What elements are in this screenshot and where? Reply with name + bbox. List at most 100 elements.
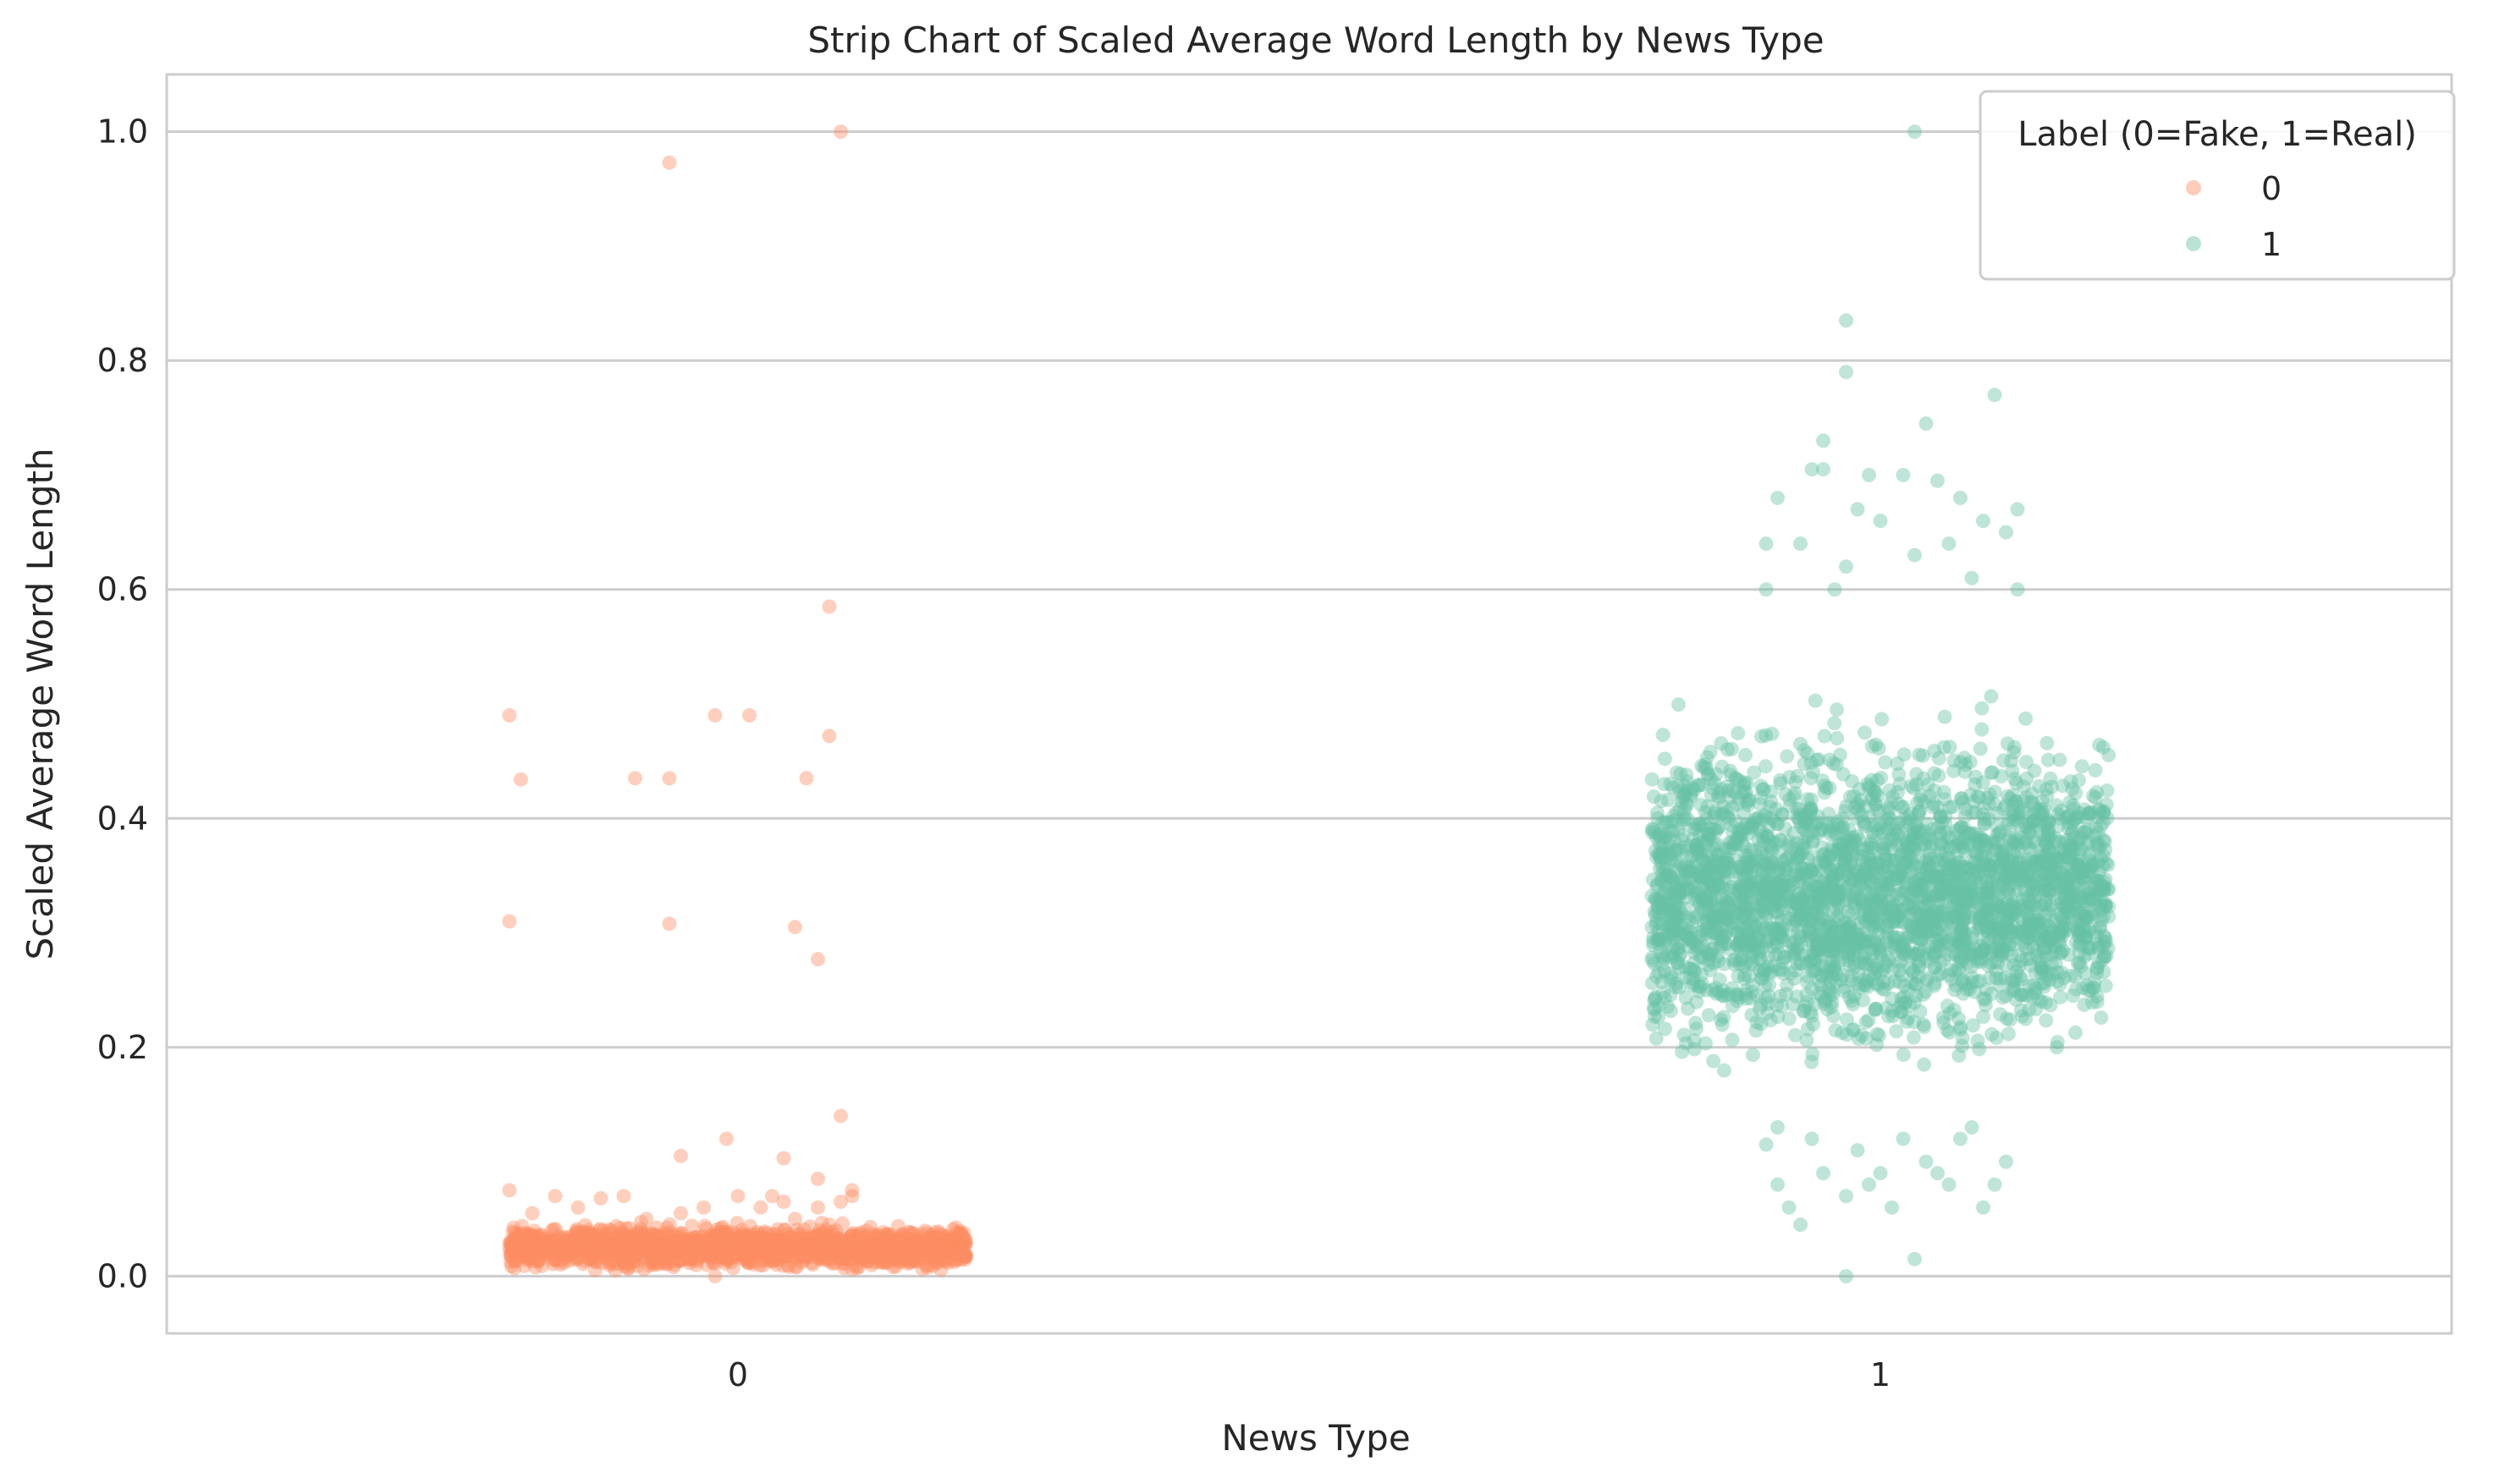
- data-point: [931, 1234, 946, 1249]
- data-point: [909, 1252, 923, 1267]
- data-point: [869, 1237, 884, 1252]
- data-point: [1652, 827, 1667, 843]
- data-point: [1974, 722, 1990, 737]
- data-point: [504, 1255, 519, 1269]
- data-point: [600, 1231, 615, 1246]
- data-point: [924, 1250, 939, 1265]
- data-point: [942, 1233, 957, 1247]
- data-point: [726, 1249, 741, 1264]
- data-point: [727, 1245, 742, 1260]
- data-point: [725, 1239, 740, 1254]
- data-point: [535, 1242, 550, 1257]
- data-point: [578, 1241, 593, 1256]
- data-point: [793, 1245, 808, 1261]
- data-point: [823, 1254, 838, 1269]
- data-point: [702, 1245, 717, 1261]
- data-point: [634, 1224, 649, 1239]
- data-point: [812, 1242, 828, 1257]
- data-point: [837, 1244, 852, 1259]
- data-point: [914, 1234, 929, 1250]
- data-point: [944, 1233, 960, 1248]
- data-point: [937, 1228, 952, 1243]
- data-point: [1973, 910, 1988, 925]
- data-point: [542, 1234, 558, 1249]
- data-point: [1867, 828, 1882, 844]
- data-point: [1681, 860, 1696, 876]
- data-point: [822, 1234, 837, 1249]
- data-point: [950, 1244, 966, 1259]
- data-point: [535, 1243, 550, 1258]
- data-point: [1646, 789, 1661, 804]
- data-point: [707, 708, 723, 723]
- data-point: [900, 1256, 916, 1271]
- data-point: [662, 1244, 677, 1258]
- data-point: [2046, 913, 2061, 928]
- data-point: [875, 1237, 890, 1252]
- data-point: [895, 1245, 911, 1261]
- data-point: [883, 1228, 899, 1242]
- data-point: [805, 1240, 820, 1256]
- data-point: [502, 1183, 517, 1198]
- data-point: [933, 1245, 948, 1260]
- data-point: [1912, 747, 1927, 762]
- data-point: [702, 1243, 718, 1258]
- data-point: [656, 1234, 671, 1250]
- data-point: [1857, 725, 1872, 740]
- data-point: [927, 1230, 943, 1245]
- data-point: [656, 1245, 671, 1260]
- data-point: [594, 1234, 609, 1250]
- data-point: [1808, 693, 1823, 708]
- data-point: [713, 1244, 729, 1259]
- data-point: [599, 1245, 614, 1261]
- data-point: [839, 1237, 855, 1252]
- data-point: [1741, 826, 1756, 841]
- data-point: [661, 1227, 676, 1242]
- data-point: [831, 1244, 846, 1259]
- data-point: [907, 1231, 922, 1246]
- data-point: [2009, 908, 2024, 923]
- data-point: [730, 1245, 746, 1261]
- data-point: [770, 1240, 785, 1256]
- data-point: [589, 1239, 604, 1255]
- data-point: [625, 1236, 641, 1251]
- data-point: [2055, 866, 2070, 881]
- data-point: [569, 1223, 584, 1239]
- data-point: [916, 1242, 932, 1257]
- data-point: [804, 1247, 819, 1262]
- data-point: [582, 1248, 597, 1263]
- data-point: [649, 1220, 664, 1235]
- data-point: [582, 1230, 597, 1245]
- data-point: [889, 1241, 904, 1256]
- data-point: [1934, 816, 1949, 831]
- data-point: [862, 1248, 878, 1263]
- data-point: [861, 1239, 876, 1254]
- data-point: [709, 1240, 724, 1255]
- data-point: [1870, 977, 1885, 992]
- data-point: [792, 1240, 807, 1256]
- data-point: [779, 1240, 795, 1256]
- data-point: [1874, 712, 1890, 727]
- data-point: [725, 1245, 740, 1261]
- data-point: [581, 1227, 596, 1242]
- data-point: [564, 1234, 580, 1250]
- data-point: [930, 1245, 945, 1260]
- data-point: [646, 1250, 661, 1265]
- data-point: [599, 1238, 614, 1253]
- data-point: [860, 1247, 875, 1262]
- data-point: [603, 1225, 619, 1240]
- data-point: [713, 1246, 728, 1261]
- data-point: [857, 1233, 872, 1248]
- data-point: [926, 1258, 941, 1273]
- data-point: [515, 1241, 531, 1256]
- data-point: [614, 1245, 630, 1260]
- data-point: [548, 1252, 563, 1267]
- data-point: [781, 1234, 796, 1249]
- data-point: [804, 1229, 819, 1245]
- data-point: [790, 1242, 806, 1257]
- data-point: [642, 1241, 658, 1256]
- data-point: [828, 1223, 844, 1238]
- data-point: [943, 1238, 958, 1253]
- data-point: [603, 1257, 617, 1272]
- data-point: [673, 1236, 688, 1251]
- data-point: [829, 1239, 845, 1255]
